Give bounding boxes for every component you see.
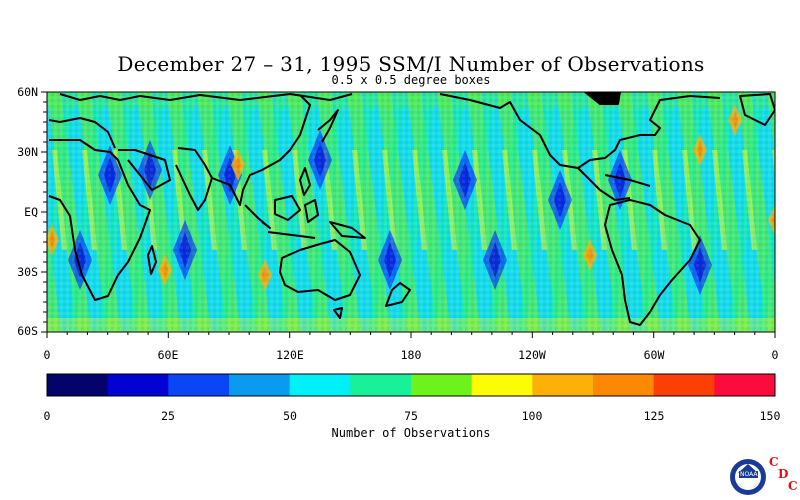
lon-label-60e: 60E xyxy=(157,348,179,362)
cdc-letter-c2: C xyxy=(788,479,798,493)
noaa-logo-text: NOAA xyxy=(739,471,759,478)
india-coast xyxy=(175,147,213,211)
lat-label-60n: 60N xyxy=(17,85,38,99)
lon-label-120w: 120W xyxy=(518,348,546,362)
colorbar xyxy=(47,374,776,396)
colorbar-title: Number of Observations xyxy=(331,426,491,440)
java-coast xyxy=(267,231,316,239)
colorbar-frame xyxy=(46,373,776,397)
northamerica-coast xyxy=(439,93,721,169)
sulawesi-coast xyxy=(304,199,319,223)
lon-label-120e: 120E xyxy=(276,348,304,362)
lat-label-30s: 30S xyxy=(17,265,38,279)
lat-ticks xyxy=(41,91,47,333)
lon-ticks xyxy=(46,332,776,338)
colorbar-swatch xyxy=(289,374,351,396)
colorbar-swatch xyxy=(107,374,169,396)
arctic-island xyxy=(584,92,621,105)
arabia-coast xyxy=(118,149,171,191)
sumatra-coast xyxy=(244,204,271,229)
colorbar-tick-50: 50 xyxy=(283,409,297,423)
colorbar-tick-125: 125 xyxy=(643,409,665,423)
caribbean-coast xyxy=(604,174,651,187)
newguinea-coast xyxy=(329,221,366,239)
philippines-coast xyxy=(299,167,311,196)
lat-label-60s: 60S xyxy=(17,324,38,338)
colorbar-swatch xyxy=(593,374,655,396)
lat-label-30n: 30N xyxy=(17,145,38,159)
borneo-coast xyxy=(274,195,301,221)
lon-label-180: 180 xyxy=(400,348,422,362)
eastasia-coast xyxy=(211,94,311,206)
newzealand-coast xyxy=(385,282,411,307)
australia-coast xyxy=(279,239,361,301)
colorbar-tick-100: 100 xyxy=(521,409,543,423)
centralamerica-coast xyxy=(577,167,631,201)
colorbar-tick-75: 75 xyxy=(404,409,418,423)
noaa-cdc-logo: NOAA C D C xyxy=(728,455,800,500)
africa-coast xyxy=(48,139,151,301)
colorbar-tick-25: 25 xyxy=(161,409,175,423)
colorbar-tick-0: 0 xyxy=(43,409,51,423)
lon-label-0-east: 0 xyxy=(771,348,779,362)
chart-subtitle: 0.5 x 0.5 degree boxes xyxy=(331,73,491,87)
colorbar-swatch xyxy=(714,374,776,396)
tasmania-coast xyxy=(333,307,343,319)
greenland-coast xyxy=(739,93,775,126)
observation-field xyxy=(47,92,775,332)
madagascar-coast xyxy=(147,245,157,275)
japan-coast xyxy=(317,109,339,143)
colorbar-swatch xyxy=(532,374,594,396)
colorbar-swatch xyxy=(653,374,715,396)
colorbar-swatch xyxy=(229,374,291,396)
europe-coast xyxy=(48,117,116,149)
lat-label-eq: EQ xyxy=(24,205,38,219)
lon-label-0: 0 xyxy=(43,348,51,362)
coastlines xyxy=(48,92,775,326)
colorbar-swatch xyxy=(168,374,230,396)
colorbar-swatch xyxy=(350,374,412,396)
lon-label-60w: 60W xyxy=(643,348,665,362)
colorbar-swatch xyxy=(471,374,533,396)
northasia-coast xyxy=(59,93,353,101)
colorbar-swatch xyxy=(411,374,473,396)
colorbar-tick-150: 150 xyxy=(759,409,781,423)
cdc-letter-d: D xyxy=(778,467,789,481)
colorbar-swatch xyxy=(47,374,109,396)
cdc-letter-c1: C xyxy=(769,455,779,469)
chart-title: December 27 – 31, 1995 SSM/I Number of O… xyxy=(117,52,705,76)
southamerica-coast xyxy=(604,199,701,326)
